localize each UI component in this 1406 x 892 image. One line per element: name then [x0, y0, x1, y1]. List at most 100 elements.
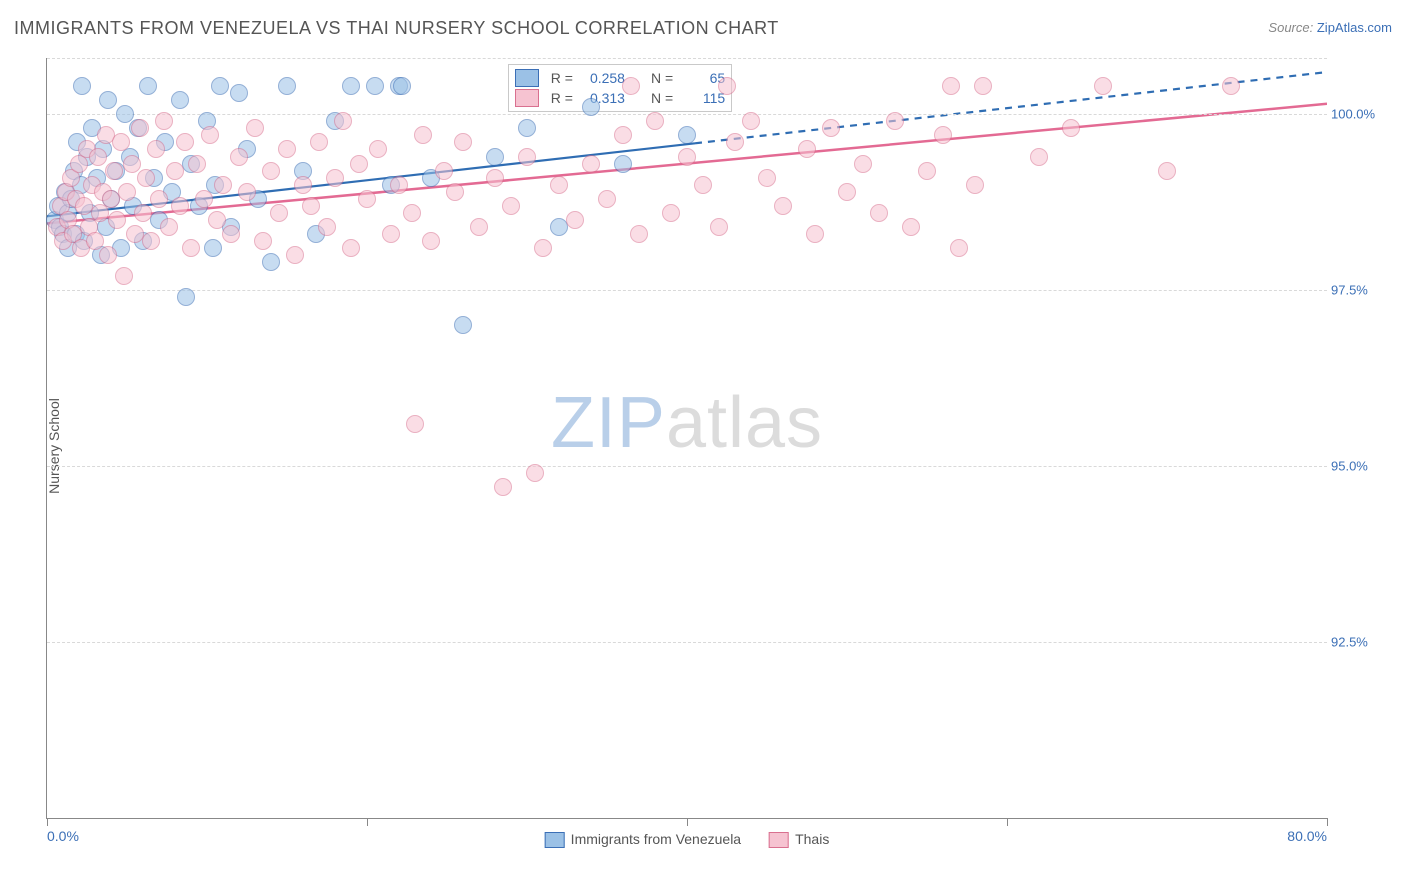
data-point [107, 162, 125, 180]
data-point [806, 225, 824, 243]
data-point [1158, 162, 1176, 180]
stat-label: R = [551, 90, 573, 106]
data-point [1062, 119, 1080, 137]
data-point [262, 162, 280, 180]
stat-row: R =0.313N =115 [515, 89, 725, 107]
data-point [798, 140, 816, 158]
data-point [182, 155, 200, 173]
data-point [97, 126, 115, 144]
trend-line [47, 104, 1327, 224]
data-point [486, 169, 504, 187]
data-point [454, 316, 472, 334]
data-point [214, 176, 232, 194]
data-point [62, 169, 80, 187]
data-point [774, 197, 792, 215]
gridline [47, 58, 1327, 59]
data-point [254, 232, 272, 250]
data-point [1030, 148, 1048, 166]
data-point [78, 140, 96, 158]
data-point [112, 239, 130, 257]
data-point [92, 246, 110, 264]
series-swatch [769, 832, 789, 848]
data-point [208, 211, 226, 229]
legend: Immigrants from Venezuela Thais [545, 831, 830, 848]
data-point [54, 232, 72, 250]
data-point [854, 155, 872, 173]
data-point [614, 126, 632, 144]
data-point [83, 119, 101, 137]
data-point [678, 126, 696, 144]
data-point [182, 239, 200, 257]
data-point [1222, 77, 1240, 95]
data-point [406, 415, 424, 433]
data-point [83, 176, 101, 194]
data-point [870, 204, 888, 222]
data-point [934, 126, 952, 144]
data-point [302, 197, 320, 215]
data-point [139, 77, 157, 95]
watermark-part-a: ZIP [551, 383, 666, 463]
data-point [211, 77, 229, 95]
data-point [124, 197, 142, 215]
x-tick-label: 0.0% [47, 828, 79, 844]
data-point [99, 91, 117, 109]
watermark: ZIPatlas [551, 382, 823, 464]
y-tick-label: 100.0% [1331, 107, 1387, 122]
data-point [190, 197, 208, 215]
x-tick [1007, 818, 1008, 826]
data-point [131, 119, 149, 137]
data-point [294, 162, 312, 180]
trend-line [47, 143, 695, 216]
data-point [68, 133, 86, 151]
series-swatch [545, 832, 565, 848]
data-point [59, 204, 77, 222]
source-name: ZipAtlas.com [1317, 20, 1392, 35]
data-point [350, 155, 368, 173]
gridline [47, 114, 1327, 115]
legend-label: Immigrants from Venezuela [571, 831, 741, 847]
data-point [366, 77, 384, 95]
data-point [142, 232, 160, 250]
data-point [942, 77, 960, 95]
data-point [435, 162, 453, 180]
data-point [278, 77, 296, 95]
data-point [52, 197, 70, 215]
data-point [518, 119, 536, 137]
data-point [278, 140, 296, 158]
stat-label: N = [651, 70, 673, 86]
y-tick-label: 92.5% [1331, 635, 1387, 650]
data-point [105, 162, 123, 180]
series-swatch [515, 69, 539, 87]
gridline [47, 290, 1327, 291]
data-point [163, 183, 181, 201]
y-tick-label: 95.0% [1331, 459, 1387, 474]
data-point [902, 218, 920, 236]
data-point [222, 218, 240, 236]
data-point [662, 204, 680, 222]
correlation-stats-box: R = 0.258 N = 65 R =0.313N =115 [508, 64, 732, 112]
data-point [75, 197, 93, 215]
data-point [249, 190, 267, 208]
source-attribution: Source: ZipAtlas.com [1268, 20, 1392, 35]
data-point [49, 197, 67, 215]
legend-label: Thais [795, 831, 829, 847]
data-point [758, 169, 776, 187]
data-point [307, 225, 325, 243]
data-point [73, 77, 91, 95]
data-point [326, 169, 344, 187]
data-point [238, 183, 256, 201]
series-swatch [515, 89, 539, 107]
stat-n-value: 65 [679, 70, 725, 86]
data-point [188, 155, 206, 173]
data-point [230, 84, 248, 102]
data-point [446, 183, 464, 201]
stat-r-value: 0.258 [579, 70, 625, 86]
data-point [59, 239, 77, 257]
data-point [414, 126, 432, 144]
data-point [75, 232, 93, 250]
data-point [422, 232, 440, 250]
y-tick-label: 97.5% [1331, 283, 1387, 298]
data-point [470, 218, 488, 236]
data-point [134, 204, 152, 222]
data-point [171, 91, 189, 109]
